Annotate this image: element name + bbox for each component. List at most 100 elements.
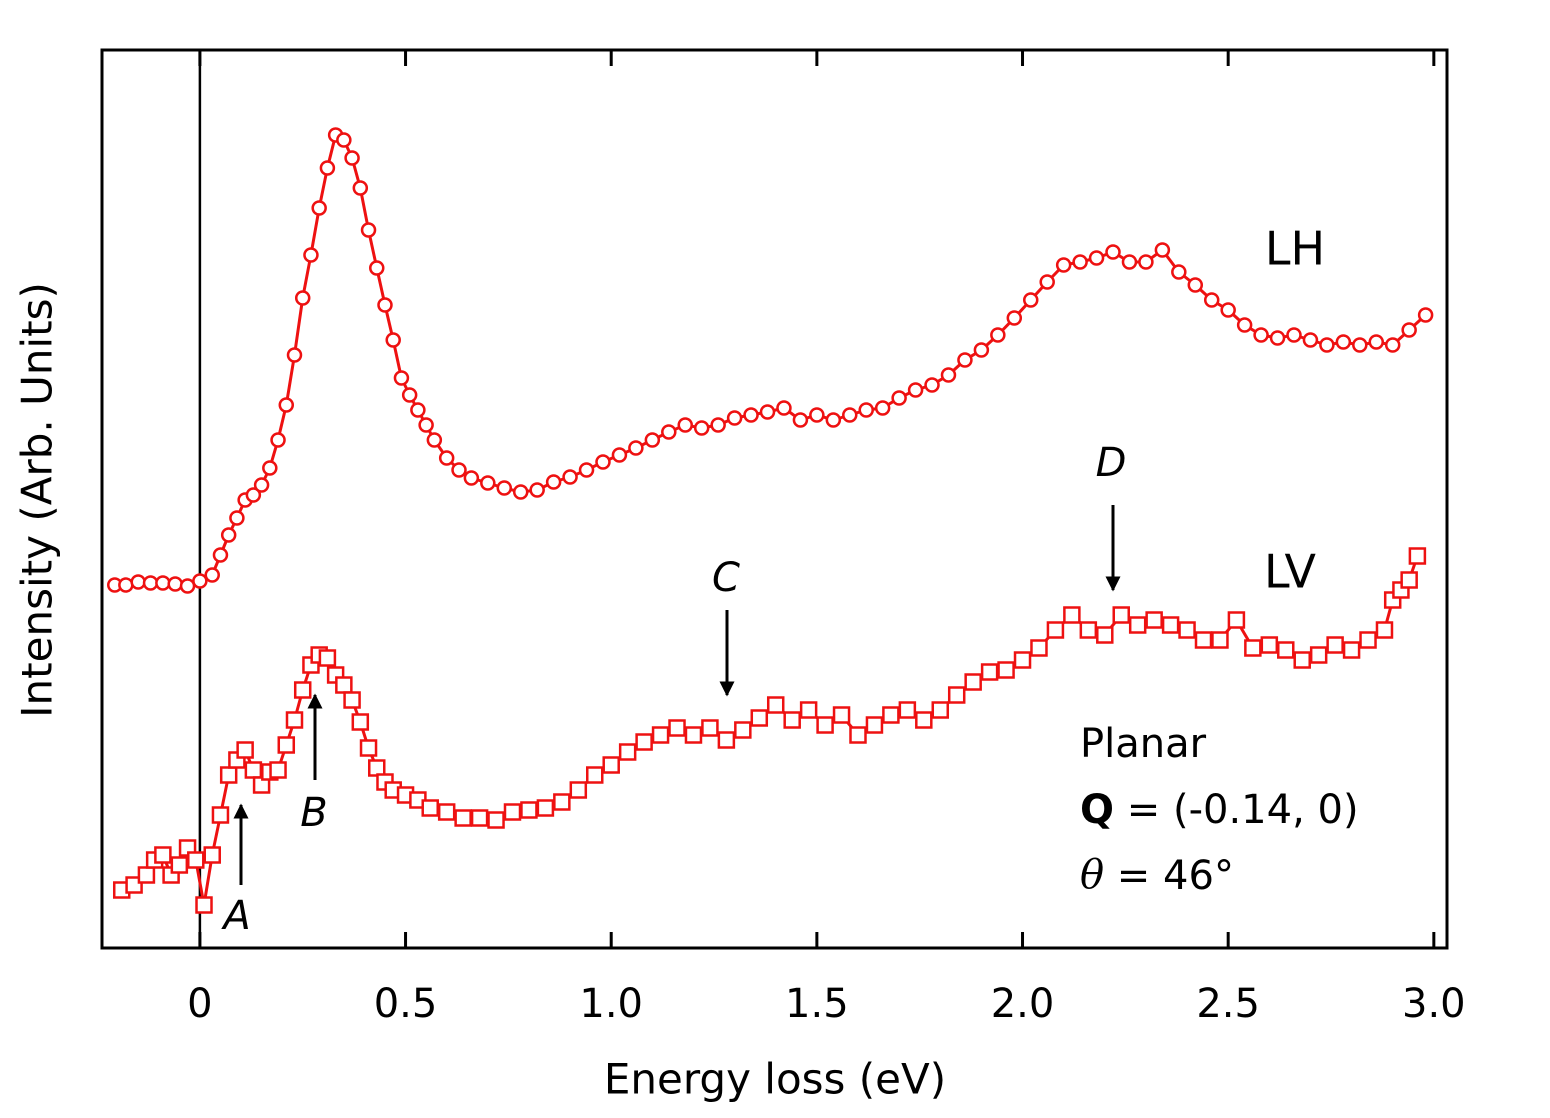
marker [244,761,263,779]
marker [1030,639,1048,657]
marker [973,342,990,358]
marker [595,454,611,470]
marker [1079,621,1098,639]
marker [1326,636,1344,654]
marker [167,576,183,592]
marker [586,766,604,784]
marker [438,450,455,466]
marker [750,709,769,727]
marker [816,716,834,734]
marker [269,761,287,779]
marker [418,417,434,433]
marker [891,390,907,406]
annotation: A [220,893,250,939]
marker [1384,337,1401,353]
marker [684,726,703,744]
marker [799,701,818,719]
marker [734,721,752,739]
marker [1046,621,1065,639]
marker [1187,277,1204,293]
marker [1309,646,1328,664]
marker [1055,257,1072,273]
marker [118,577,134,593]
marker [1342,641,1361,659]
marker [701,719,719,737]
x-axis-label: Energy loss (eV) [604,1055,946,1104]
marker [311,200,327,216]
annotation: C [712,555,740,601]
marker [529,482,545,498]
marker [487,811,505,829]
marker [1063,606,1081,624]
marker [792,412,809,428]
marker [677,417,693,433]
marker [1368,334,1385,350]
marker [1359,631,1377,649]
marker [602,756,620,774]
marker [1400,571,1418,589]
series-label: LH [1265,222,1325,276]
marker [192,573,208,589]
marker [980,663,999,681]
marker [359,739,378,757]
marker [990,327,1006,343]
marker [865,716,884,734]
x-tick-label: 0 [187,981,212,1027]
marker [278,397,295,413]
marker [220,527,237,543]
marker [179,578,196,594]
marker [451,462,467,478]
marker [1352,337,1368,353]
marker [1236,317,1253,333]
marker [924,377,940,393]
inset-text: Planar [1080,721,1207,767]
marker [1096,626,1114,644]
marker [1220,302,1236,318]
marker [635,733,653,751]
marker [825,412,842,428]
marker [874,400,891,416]
marker [1022,292,1039,308]
marker [651,726,670,744]
marker [385,332,401,348]
marker [360,222,377,238]
marker [1072,254,1088,270]
marker [717,731,736,749]
marker [536,799,555,817]
marker [858,402,874,418]
marker [401,387,418,403]
marker [907,382,924,398]
marker [1145,611,1163,629]
marker [1293,651,1311,669]
marker [743,407,759,423]
marker [1286,327,1302,343]
inset-symbol: θ [1080,852,1104,898]
plot-frame [100,48,1449,950]
marker [154,846,172,864]
marker [693,420,710,436]
marker [229,510,245,526]
marker [1277,641,1295,659]
marker [303,247,319,263]
marker [1319,337,1335,353]
marker [759,404,776,420]
inset-value: = (-0.14, 0) [1114,787,1359,833]
marker [915,711,933,729]
x-tick-label: 1.0 [579,981,643,1027]
inset-text: θ = 46° [1080,852,1234,899]
marker [344,150,360,166]
marker [1128,616,1147,634]
marker [1088,250,1105,266]
marker [710,417,726,433]
marker [545,474,562,490]
marker [1401,322,1417,338]
marker [809,407,825,423]
series-label: LV [1264,545,1317,599]
marker [253,477,270,493]
marker [1039,274,1055,290]
inset-value: = 46° [1104,853,1234,899]
marker [618,743,637,761]
marker [319,160,336,176]
marker [628,440,644,456]
inset-symbol: Q [1080,787,1114,833]
